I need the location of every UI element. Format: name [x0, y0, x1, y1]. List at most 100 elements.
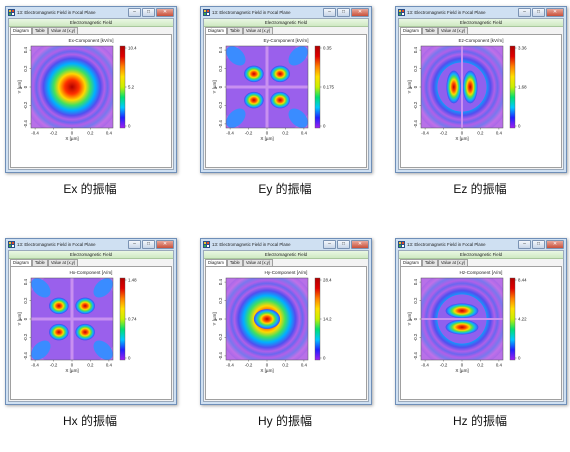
tab-value-at-xy[interactable]: Value at (x,y): [242, 27, 274, 34]
x-axis-label: X [µm]: [65, 368, 78, 373]
x-tick-label: 0: [461, 363, 464, 368]
tab-value-at-xy[interactable]: Value at (x,y): [437, 259, 469, 266]
figure-caption: Hy 的振幅: [257, 414, 312, 428]
title-bar[interactable]: 13: Electromagnetic Field in Focal Plane…: [201, 7, 371, 18]
y-tick-label: -0.2: [218, 333, 223, 341]
x-tick-label: 0.4: [301, 131, 308, 136]
maximize-button[interactable]: □: [532, 240, 545, 249]
panel-header: Electromagnetic Field: [399, 251, 563, 259]
x-tick-label: 0.4: [106, 363, 113, 368]
close-button[interactable]: ✕: [351, 240, 369, 249]
y-tick-label: 0: [218, 317, 223, 320]
tab-bar: Diagram Table Value at (x,y): [10, 259, 79, 267]
window-title: 13: Electromagnetic Field in Focal Plane: [212, 242, 291, 247]
x-tick-label: 0: [461, 131, 464, 136]
tab-value-at-xy[interactable]: Value at (x,y): [47, 259, 79, 266]
x-tick-label: -0.4: [226, 131, 234, 136]
maximize-button[interactable]: □: [142, 8, 155, 17]
tab-diagram[interactable]: Diagram: [10, 259, 32, 267]
minimize-button[interactable]: –: [128, 8, 141, 17]
close-button[interactable]: ✕: [156, 8, 174, 17]
colorbar: [314, 45, 321, 129]
x-tick-label: -0.2: [440, 363, 448, 368]
colorbar: [119, 45, 126, 129]
title-bar[interactable]: 13: Electromagnetic Field in Focal Plane…: [6, 7, 176, 18]
minimize-button[interactable]: –: [128, 240, 141, 249]
tab-table[interactable]: Table: [421, 27, 438, 34]
y-tick-label: 0: [23, 317, 28, 320]
field-plot[interactable]: -0.4 -0.2 0 0.2 0.4 0.4 0.2 0 -0.2 -0.4 X [µm] Y [µ…: [11, 267, 175, 405]
x-tick-label: 0: [266, 363, 269, 368]
app-window: 13: Electromagnetic Field in Focal Plane…: [5, 6, 177, 173]
field-plot[interactable]: -0.4 -0.2 0 0.2 0.4 0.4 0.2 0 -0.2 -0.4 X [µm] Y [µ…: [401, 267, 565, 405]
field-plot[interactable]: -0.4 -0.2 0 0.2 0.4 0.4 0.2 0 -0.2 -0.4 X [µm] Y [µ…: [401, 35, 565, 173]
plot-title: Hx-Component [A/m]: [69, 270, 113, 275]
y-tick-label: -0.2: [413, 333, 418, 341]
title-bar[interactable]: 13: Electromagnetic Field in Focal Plane…: [396, 239, 566, 250]
maximize-button[interactable]: □: [337, 8, 350, 17]
title-bar[interactable]: 13: Electromagnetic Field in Focal Plane…: [201, 239, 371, 250]
tab-table[interactable]: Table: [226, 259, 243, 266]
x-tick-label: 0.2: [282, 131, 289, 136]
y-tick-label: 0.2: [413, 65, 418, 72]
tab-diagram[interactable]: Diagram: [205, 259, 227, 267]
close-button[interactable]: ✕: [351, 8, 369, 17]
tab-table[interactable]: Table: [31, 259, 48, 266]
y-axis-label: Y [µm]: [17, 80, 22, 93]
tab-diagram[interactable]: Diagram: [205, 27, 227, 35]
tab-table[interactable]: Table: [226, 27, 243, 34]
x-tick-label: -0.4: [421, 131, 429, 136]
title-bar[interactable]: 13: Electromagnetic Field in Focal Plane…: [6, 239, 176, 250]
y-tick-label: 0.4: [413, 46, 418, 53]
title-bar[interactable]: 13: Electromagnetic Field in Focal Plane…: [396, 7, 566, 18]
field-plot[interactable]: -0.4 -0.2 0 0.2 0.4 0.4 0.2 0 -0.2 -0.4 X [µm] Y [µ…: [11, 35, 175, 173]
colorbar: [509, 277, 516, 361]
y-axis-label: Y [µm]: [212, 80, 217, 93]
tab-diagram[interactable]: Diagram: [10, 27, 32, 35]
close-button[interactable]: ✕: [546, 8, 564, 17]
app-icon: [8, 241, 15, 248]
figure-caption: Ez 的振幅: [453, 182, 507, 196]
y-tick-label: 0.4: [218, 278, 223, 285]
x-axis-label: X [µm]: [455, 136, 468, 141]
app-window: 13: Electromagnetic Field in Focal Plane…: [5, 238, 177, 405]
close-button[interactable]: ✕: [546, 240, 564, 249]
tab-value-at-xy[interactable]: Value at (x,y): [437, 27, 469, 34]
tab-value-at-xy[interactable]: Value at (x,y): [47, 27, 79, 34]
y-tick-label: -0.4: [23, 352, 28, 360]
minimize-button[interactable]: –: [518, 8, 531, 17]
y-tick-label: 0.4: [23, 46, 28, 53]
field-plot[interactable]: -0.4 -0.2 0 0.2 0.4 0.4 0.2 0 -0.2 -0.4 X [µm] Y [µ…: [206, 267, 370, 405]
x-tick-label: -0.4: [226, 363, 234, 368]
field-plot[interactable]: -0.4 -0.2 0 0.2 0.4 0.4 0.2 0 -0.2 -0.4 X [µm] Y [µ…: [206, 35, 370, 173]
tab-diagram[interactable]: Diagram: [400, 27, 422, 35]
x-tick-label: 0.2: [282, 363, 289, 368]
close-button[interactable]: ✕: [156, 240, 174, 249]
x-tick-label: -0.2: [245, 363, 253, 368]
x-tick-label: 0.2: [477, 131, 484, 136]
diagram-panel: Ex-Component [kV/m] -0.4 -0.2 0 0.2 0.4 0.4 0.…: [10, 34, 172, 168]
maximize-button[interactable]: □: [532, 8, 545, 17]
panel-header: Electromagnetic Field: [9, 19, 173, 27]
y-tick-label: -0.4: [218, 352, 223, 360]
tab-table[interactable]: Table: [31, 27, 48, 34]
window-title: 13: Electromagnetic Field in Focal Plane: [17, 10, 96, 15]
minimize-button[interactable]: –: [518, 240, 531, 249]
maximize-button[interactable]: □: [337, 240, 350, 249]
x-tick-label: -0.2: [245, 131, 253, 136]
x-tick-label: 0.4: [106, 131, 113, 136]
diagram-panel: Ey-Component [kV/m] -0.4 -0.2 0 0.2 0.4 0.4 0.…: [205, 34, 367, 168]
tab-diagram[interactable]: Diagram: [400, 259, 422, 267]
colorbar-tick-label: 4.22: [518, 317, 527, 322]
x-tick-label: 0: [266, 131, 269, 136]
x-tick-label: -0.2: [50, 131, 58, 136]
tab-value-at-xy[interactable]: Value at (x,y): [242, 259, 274, 266]
field-window-hx: 13: Electromagnetic Field in Focal Plane…: [0, 232, 190, 452]
tab-table[interactable]: Table: [421, 259, 438, 266]
tab-bar: Diagram Table Value at (x,y): [205, 27, 274, 35]
colorbar-tick-label: 1.68: [518, 85, 527, 90]
colorbar: [509, 45, 516, 129]
maximize-button[interactable]: □: [142, 240, 155, 249]
minimize-button[interactable]: –: [323, 240, 336, 249]
minimize-button[interactable]: –: [323, 8, 336, 17]
